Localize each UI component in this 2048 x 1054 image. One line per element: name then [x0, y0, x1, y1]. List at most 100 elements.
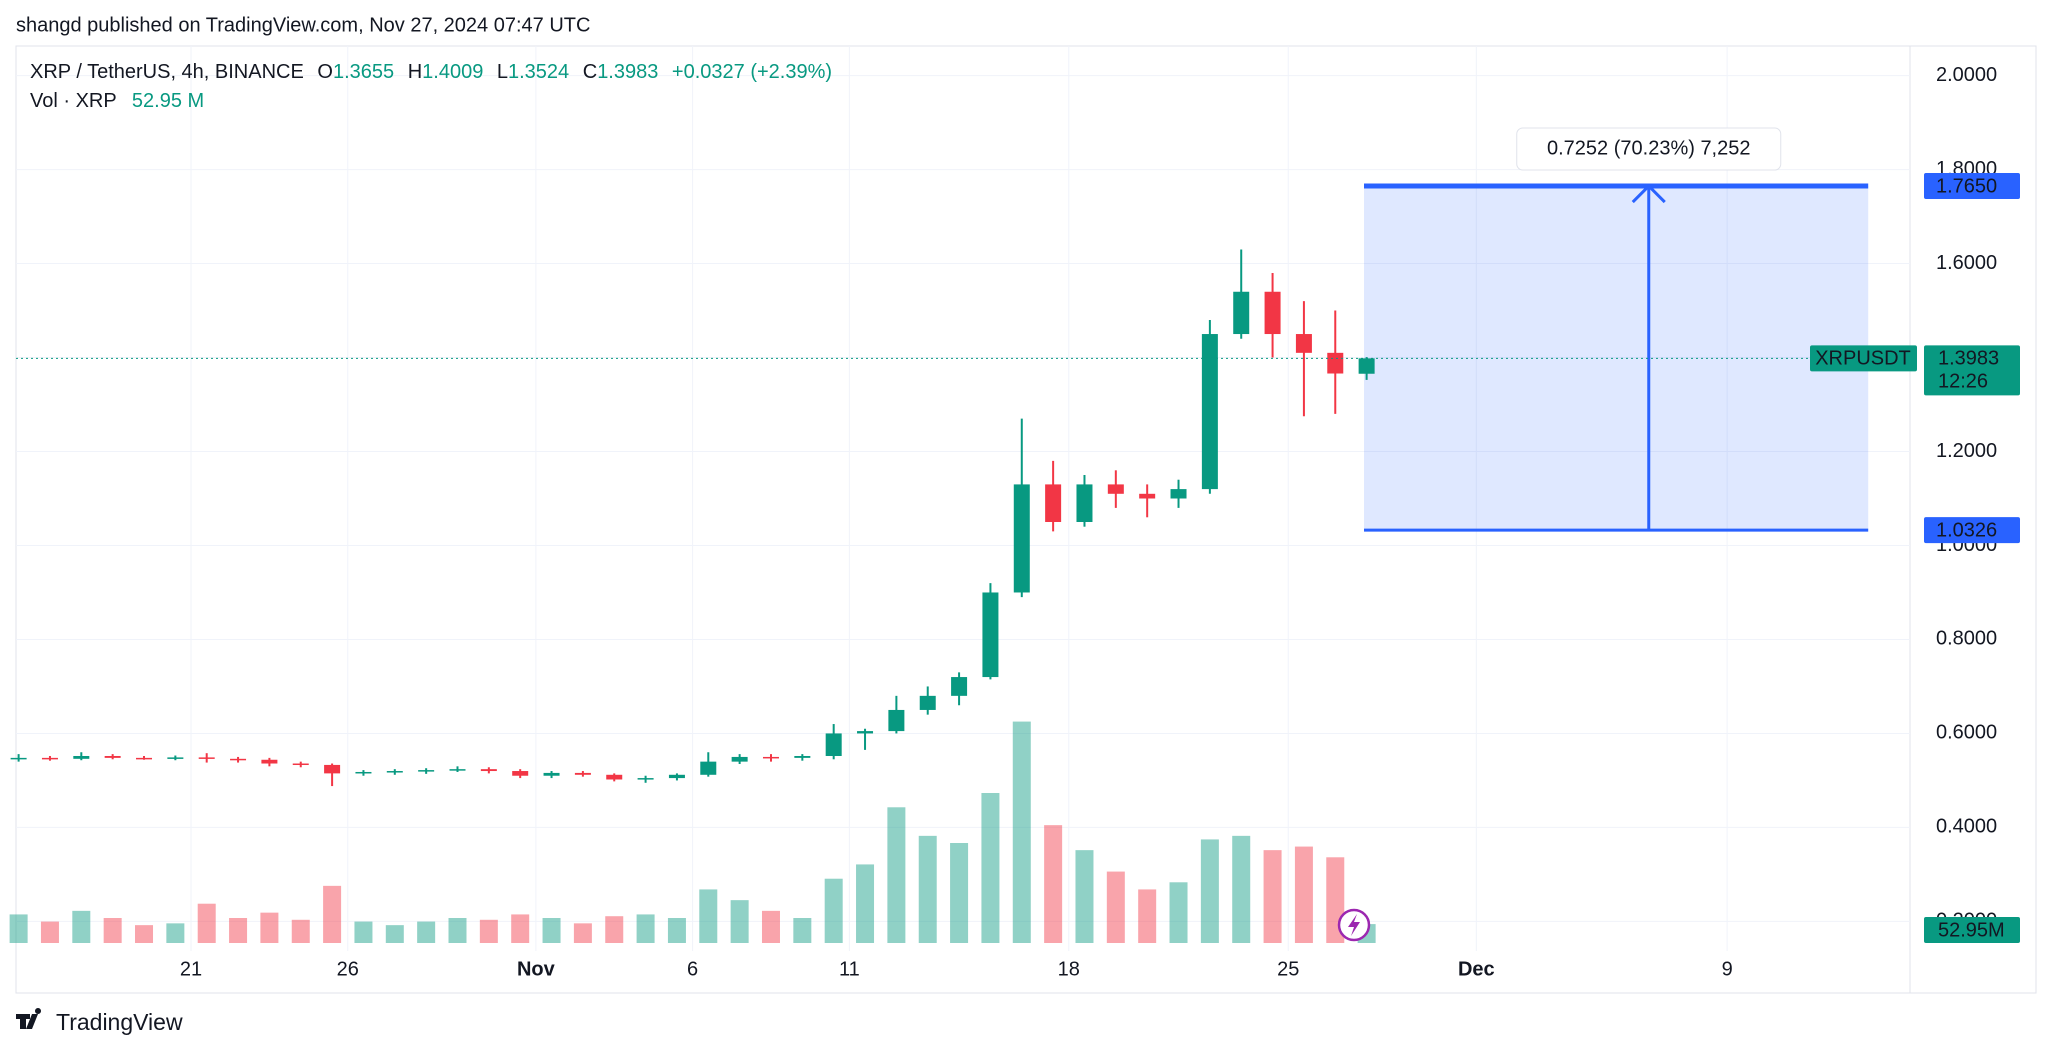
volume-bar	[479, 919, 498, 943]
y-tick-label: 0.6000	[1936, 722, 1997, 744]
volume-bar	[354, 921, 373, 943]
legend-change: +0.0327 (+2.39%)	[672, 61, 832, 83]
candles	[10, 249, 1375, 787]
countdown: 12:26	[1938, 371, 1988, 393]
candle-body	[762, 756, 779, 759]
candle-body	[261, 759, 278, 764]
candle-body	[825, 733, 842, 756]
volume-bar	[667, 918, 686, 943]
candle-body	[355, 771, 372, 774]
y-tick-label: 0.4000	[1936, 816, 1997, 838]
price-badge-label: 1.7650	[1936, 175, 1997, 197]
candle-body	[1201, 334, 1218, 490]
volume-bar	[103, 918, 122, 943]
candle-body	[41, 757, 58, 760]
measure-label: 0.7252 (70.23%) 7,252	[1547, 137, 1751, 159]
candle-body	[668, 774, 685, 779]
candle-body	[1233, 291, 1250, 335]
candle-body	[1295, 334, 1312, 353]
volume-bar	[1294, 846, 1313, 943]
last-price-label: 1.3983	[1938, 348, 1999, 370]
volume-bar	[918, 835, 937, 943]
candle-body	[324, 764, 341, 774]
legend-letter: L	[497, 61, 508, 83]
volume-bar	[636, 914, 655, 943]
x-tick-label: 21	[180, 958, 202, 980]
y-tick-label: 2.0000	[1936, 64, 1997, 86]
brand: TradingView	[56, 1009, 183, 1035]
volume-bar	[699, 889, 718, 943]
candle-body	[10, 757, 27, 760]
candle-body	[888, 709, 905, 732]
volume-bar	[730, 900, 749, 943]
volume-bar	[887, 807, 906, 943]
candle-body	[700, 761, 717, 775]
volume-bar	[135, 925, 154, 943]
x-tick-label: 6	[687, 958, 698, 980]
publisher: shangd published on TradingView.com, Nov…	[16, 14, 590, 36]
candle-body	[198, 757, 215, 759]
volume-pane	[9, 721, 1376, 943]
volume-bar	[260, 912, 279, 943]
volume-bar	[229, 918, 248, 943]
volume-bar	[1169, 882, 1188, 943]
candle-body	[1076, 484, 1093, 522]
x-tick-label: 18	[1058, 958, 1080, 980]
legend-low: 1.3524	[508, 61, 569, 83]
candle-body	[136, 757, 153, 760]
volume-bar	[448, 918, 467, 943]
candle-body	[1013, 484, 1030, 593]
volume-badge	[1924, 917, 2020, 943]
legend-high: 1.4009	[422, 61, 483, 83]
volume-value: 52.95 M	[132, 90, 204, 112]
x-tick-label: 25	[1277, 958, 1299, 980]
volume-bar	[9, 914, 28, 943]
measure-arrowhead	[1631, 183, 1666, 204]
candle-body	[794, 755, 811, 758]
volume-bar	[511, 914, 530, 943]
candle-body	[512, 771, 529, 776]
candle-body	[1170, 489, 1187, 499]
volume-bar	[1138, 889, 1157, 943]
candle-body	[386, 771, 403, 773]
x-tick-label: Nov	[517, 958, 556, 980]
volume-bar	[824, 878, 843, 943]
price-badge-label: 1.0326	[1936, 519, 1997, 541]
x-tick-label: 11	[839, 958, 860, 980]
volume-bar	[573, 923, 592, 943]
volume-bar	[197, 903, 216, 943]
x-tick-label: 26	[337, 958, 359, 980]
volume-bar	[1200, 839, 1219, 943]
volume-bar	[950, 843, 969, 943]
legend-letter: C	[583, 61, 597, 83]
volume-bar	[542, 918, 561, 943]
candle-body	[1139, 493, 1156, 499]
candle-body	[731, 756, 748, 762]
volume-bar	[856, 864, 875, 943]
candle-body	[104, 755, 121, 758]
volume-title: Vol · XRP	[30, 90, 116, 112]
volume-bar	[1044, 825, 1063, 943]
measure-label-box	[1516, 127, 1782, 171]
last-price-badge	[1924, 345, 2020, 396]
candle-body	[919, 695, 936, 710]
x-tick-label: Dec	[1458, 958, 1495, 980]
candle-body	[637, 778, 654, 780]
candle-body	[292, 763, 309, 766]
volume-bar	[605, 916, 624, 943]
candle-body	[167, 757, 184, 759]
candle-body	[73, 755, 90, 759]
candle-body	[1358, 358, 1375, 374]
volume-bar	[385, 925, 404, 943]
candle-body	[543, 772, 560, 776]
volume-bar	[166, 923, 185, 943]
legend: XRP / TetherUS, 4h, BINANCE O1.3655 H1.4…	[30, 61, 832, 83]
candle-body	[1327, 352, 1344, 374]
volume-bar	[323, 885, 342, 943]
price-badge	[1924, 173, 2020, 200]
symbol-badge	[1810, 345, 1917, 372]
y-tick-label: 1.2000	[1936, 440, 1997, 462]
volume-bar	[793, 918, 812, 943]
candle-body	[951, 677, 968, 696]
